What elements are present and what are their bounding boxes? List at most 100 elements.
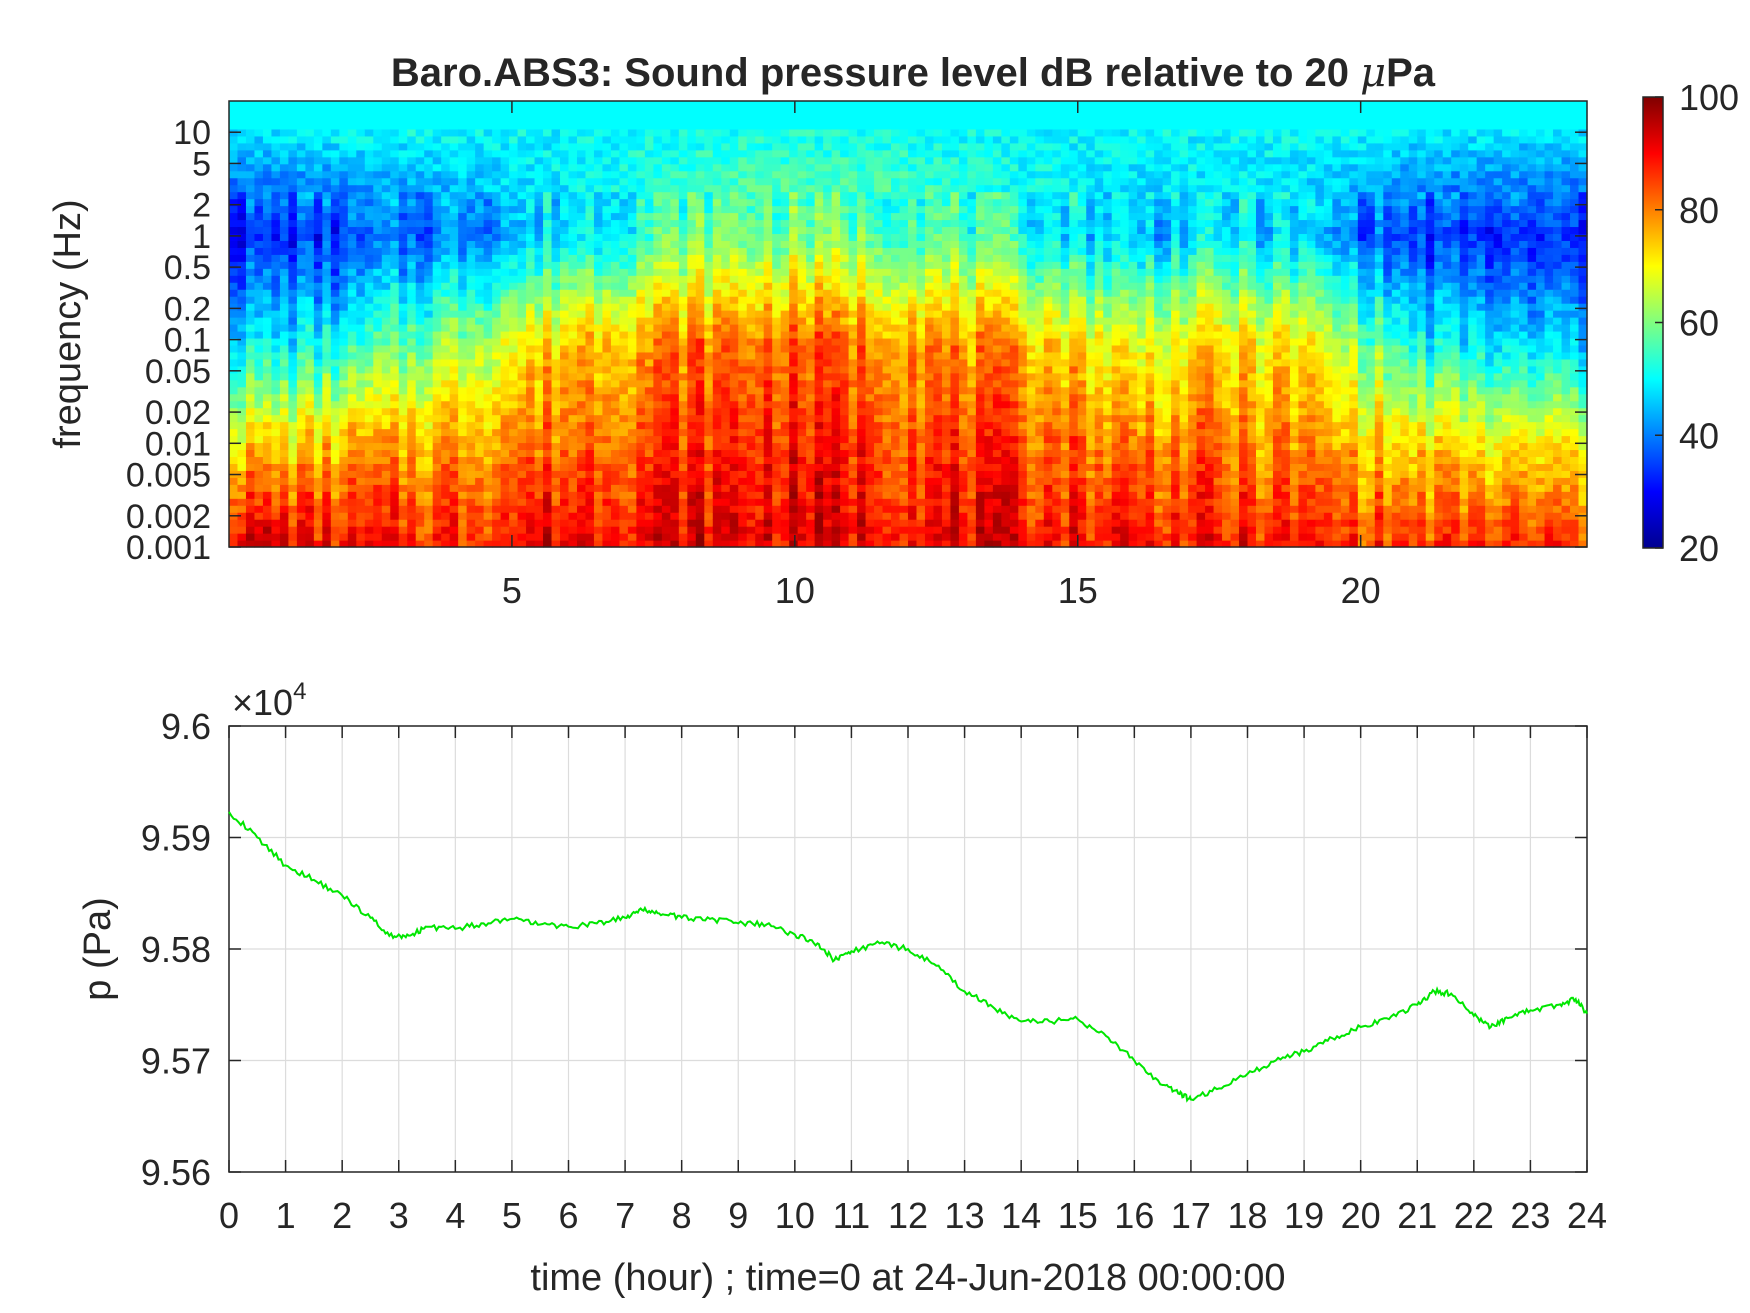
- spectrogram-cell: [432, 540, 442, 548]
- spectrogram-cell: [636, 372, 646, 381]
- spectrogram-cell: [670, 414, 680, 423]
- spectrogram-cell: [568, 107, 578, 116]
- spectrogram-cell: [585, 470, 595, 478]
- spectrogram-cell: [627, 449, 637, 458]
- spectrogram-cell: [644, 435, 654, 444]
- spectrogram-cell: [237, 449, 247, 458]
- spectrogram-cell: [823, 393, 833, 402]
- spectrogram-cell: [492, 254, 502, 262]
- spectrogram-cell: [678, 421, 688, 430]
- spectrogram-cell: [763, 212, 773, 221]
- spectrogram-cell: [602, 324, 612, 332]
- spectrogram-cell: [424, 184, 434, 193]
- spectrogram-cell: [560, 324, 570, 332]
- spectrogram-cell: [483, 142, 493, 151]
- spectrogram-cell: [381, 101, 391, 109]
- spectrogram-cell: [237, 191, 247, 200]
- spectrogram-cell: [509, 414, 519, 423]
- spectrogram-cell: [636, 233, 646, 241]
- spectrogram-cell: [543, 247, 553, 255]
- spectrogram-cell: [245, 379, 256, 388]
- spectrogram-cell: [500, 484, 510, 492]
- spectrogram-cell: [339, 407, 349, 416]
- spectrogram-cell: [755, 303, 765, 311]
- spectrogram-cell: [500, 386, 510, 395]
- spectrogram-cell: [627, 163, 637, 172]
- spectrogram-cell: [279, 268, 290, 276]
- spectrogram-cell: [738, 435, 748, 444]
- spectrogram-cell: [797, 526, 807, 534]
- spectrogram-cell: [381, 219, 391, 228]
- spectrogram-cell: [729, 428, 739, 437]
- spectrogram-cell: [288, 317, 298, 325]
- spectrogram-cell: [390, 128, 400, 137]
- spectrogram-cell: [653, 254, 663, 262]
- spectrogram-cell: [322, 233, 332, 241]
- spectrogram-cell: [381, 261, 391, 269]
- spectrogram-cell: [271, 198, 281, 207]
- spectrogram-cell: [627, 275, 637, 283]
- spectrogram-cell: [585, 407, 595, 416]
- spectrogram-cell: [500, 324, 510, 332]
- spectrogram-cell: [458, 107, 468, 116]
- spectrogram-cell: [593, 226, 604, 235]
- spectrogram-cell: [509, 247, 519, 255]
- spectrogram-cell: [721, 135, 731, 144]
- spectrogram-cell: [339, 337, 349, 346]
- spectrogram-cell: [526, 421, 536, 430]
- spectrogram-cell: [415, 226, 425, 235]
- spectrogram-cell: [483, 324, 493, 332]
- spectrogram-cell: [865, 142, 875, 151]
- spectrogram-cell: [636, 163, 646, 172]
- spectrogram-cell: [712, 247, 722, 255]
- spectrogram-cell: [330, 344, 340, 353]
- spectrogram-cell: [721, 491, 731, 499]
- spectrogram-cell: [381, 303, 391, 311]
- spectrogram-cell: [271, 505, 281, 513]
- spectrogram-cell: [296, 421, 306, 430]
- spectrogram-cell: [848, 170, 858, 179]
- spectrogram-cell: [492, 212, 502, 221]
- spectrogram-cell: [517, 191, 527, 200]
- spectrogram-cell: [831, 365, 841, 374]
- spectrogram-cell: [449, 512, 459, 520]
- spectrogram-cell: [857, 477, 867, 485]
- spectrogram-cell: [330, 400, 340, 409]
- spectrogram-cell: [415, 512, 425, 520]
- spectrogram-cell: [857, 198, 867, 207]
- spectrogram-cell: [229, 533, 239, 541]
- spectrogram-cell: [424, 358, 434, 367]
- spectrogram-cell: [670, 449, 680, 458]
- spectrogram-cell: [330, 226, 340, 235]
- spectrogram-cell: [543, 101, 553, 109]
- spectrogram-cell: [627, 351, 637, 360]
- spectrogram-cell: [271, 177, 281, 186]
- spectrogram-cell: [670, 268, 680, 276]
- spectrogram-cell: [458, 303, 468, 311]
- spectrogram-cell: [670, 101, 680, 109]
- spectrogram-cell: [500, 393, 510, 402]
- spectrogram-cell: [475, 240, 485, 248]
- spectrogram-cell: [347, 533, 357, 541]
- spectrogram-cell: [313, 365, 323, 374]
- spectrogram-cell: [602, 365, 612, 374]
- spectrogram-cell: [543, 379, 553, 388]
- spectrogram-cell: [534, 456, 544, 464]
- spectrogram-cell: [305, 491, 315, 499]
- spectrogram-cell: [729, 365, 739, 374]
- spectrogram-cell: [738, 386, 748, 395]
- spectrogram-cell: [738, 101, 748, 109]
- spectrogram-cell: [271, 393, 281, 402]
- spectrogram-cell: [857, 296, 867, 304]
- spectrogram-cell: [381, 128, 391, 137]
- spectrogram-cell: [865, 484, 875, 492]
- spectrogram-cell: [288, 135, 298, 144]
- spectrogram-cell: [254, 317, 264, 325]
- spectrogram-cell: [772, 519, 782, 527]
- spectrogram-cell: [653, 351, 663, 360]
- spectrogram-cell: [721, 240, 731, 248]
- spectrogram-cell: [704, 344, 714, 353]
- spectrogram-cell: [271, 254, 281, 262]
- spectrogram-cell: [237, 540, 247, 548]
- spectrogram-cell: [857, 414, 867, 423]
